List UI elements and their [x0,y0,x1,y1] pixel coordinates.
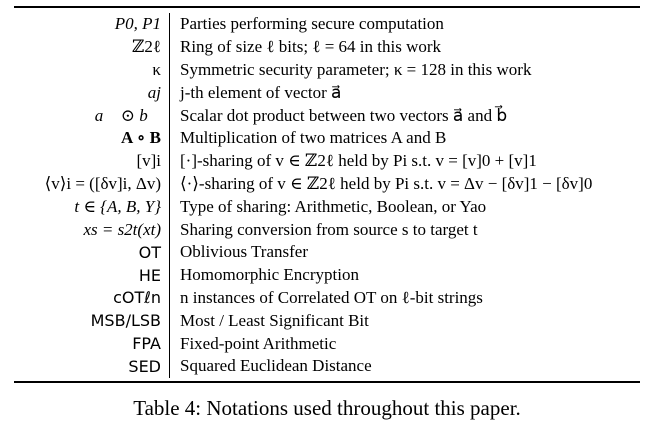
table-row: MSB/LSB Most / Least Significant Bit [14,309,640,333]
column-separator [169,58,170,82]
description-cell: Homomorphic Encryption [180,265,359,285]
column-separator [169,149,170,173]
column-separator [169,309,170,333]
column-separator [169,81,170,105]
description-cell: Oblivious Transfer [180,242,308,262]
column-separator [169,263,170,287]
symbol-cell: a⃗ ⊙ b⃗ [94,105,161,125]
column-separator [169,354,170,378]
symbol-cell: SED [128,356,161,376]
symbol-cell: OT [138,242,161,262]
symbol-cell: ⟨v⟩i = ([δv]i, Δv) [44,173,161,193]
description-cell: [·]-sharing of v ∈ ℤ2ℓ held by Pi s.t. v… [180,151,537,171]
table-row: HE Homomorphic Encryption [14,263,640,287]
description-cell: Fixed-point Arithmetic [180,333,337,353]
column-separator [169,172,170,196]
description-cell: Type of sharing: Arithmetic, Boolean, or… [180,196,487,216]
symbol-cell: FPA [132,334,161,354]
symbol-cell: κ [152,59,161,79]
table-row: FPA Fixed-point Arithmetic [14,332,640,355]
table-row: xs = s2t(xt) Sharing conversion from sou… [14,218,640,241]
column-separator [169,332,170,355]
symbol-cell: [v]i [136,151,161,171]
description-cell: n instances of Correlated OT on ℓ-bit st… [180,287,483,307]
table-row: ⟨v⟩i = ([δv]i, Δv) ⟨·⟩-sharing of v ∈ ℤ2… [14,172,640,196]
table-row: a⃗ ⊙ b⃗ Scalar dot product between two v… [14,104,640,127]
description-cell: Multiplication of two matrices A and B [180,128,447,148]
column-separator [169,218,170,241]
symbol-cell: t ∈ {A, B, Y} [74,196,161,216]
description-cell: Most / Least Significant Bit [180,310,369,330]
description-cell: ⟨·⟩-sharing of v ∈ ℤ2ℓ held by Pi s.t. v… [180,173,593,193]
symbol-cell: MSB/LSB [90,311,161,331]
table-row: t ∈ {A, B, Y} Type of sharing: Arithmeti… [14,195,640,219]
symbol-cell: cOTℓn [113,288,161,308]
bottom-rule [14,380,640,383]
symbol-cell: P0, P1 [114,14,161,34]
top-rule [14,6,640,8]
column-separator [169,126,170,150]
column-separator [169,104,170,127]
notation-table: P0, P1 Parties performing secure computa… [14,6,640,383]
description-cell: Parties performing secure computation [180,14,444,34]
table-row: A ∘ B Multiplication of two matrices A a… [14,126,640,150]
table-row: aj j-th element of vector a⃗ [14,81,640,105]
column-separator [169,286,170,310]
table-row: [v]i [·]-sharing of v ∈ ℤ2ℓ held by Pi s… [14,149,640,173]
table-body: P0, P1 Parties performing secure computa… [14,8,640,378]
column-separator [169,35,170,59]
description-cell: Scalar dot product between two vectors a… [180,105,508,125]
symbol-cell: HE [138,265,161,285]
table-row: κ Symmetric security parameter; κ = 128 … [14,58,640,82]
symbol-cell: aj [147,82,161,102]
description-cell: Squared Euclidean Distance [180,356,372,376]
table-row: P0, P1 Parties performing secure computa… [14,13,640,36]
description-cell: j-th element of vector a⃗ [180,82,342,102]
table-row: cOTℓn n instances of Correlated OT on ℓ-… [14,286,640,310]
description-cell: Sharing conversion from source s to targ… [180,219,478,239]
description-cell: Symmetric security parameter; κ = 128 in… [180,59,532,79]
description-cell: Ring of size ℓ bits; ℓ = 64 in this work [180,37,442,57]
column-separator [169,195,170,219]
symbol-cell: ℤ2ℓ [131,37,161,57]
table-row: OT Oblivious Transfer [14,240,640,264]
table-caption: Table 4: Notations used throughout this … [133,396,521,420]
table-row: ℤ2ℓ Ring of size ℓ bits; ℓ = 64 in this … [14,35,640,59]
symbol-cell: A ∘ B [121,128,161,148]
table-row: SED Squared Euclidean Distance [14,354,640,378]
symbol-cell: xs = s2t(xt) [83,219,161,239]
column-separator [169,13,170,36]
column-separator [169,240,170,264]
